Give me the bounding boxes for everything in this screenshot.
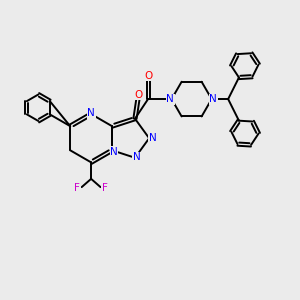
Text: O: O xyxy=(135,90,143,100)
Text: N: N xyxy=(209,94,217,104)
Text: N: N xyxy=(87,109,95,118)
Text: N: N xyxy=(87,109,95,119)
Text: N: N xyxy=(133,152,140,162)
Text: O: O xyxy=(144,70,152,80)
Text: N: N xyxy=(166,94,174,104)
Text: F: F xyxy=(102,183,108,193)
Text: F: F xyxy=(74,183,80,193)
Text: N: N xyxy=(110,147,118,157)
Text: N: N xyxy=(149,133,157,143)
